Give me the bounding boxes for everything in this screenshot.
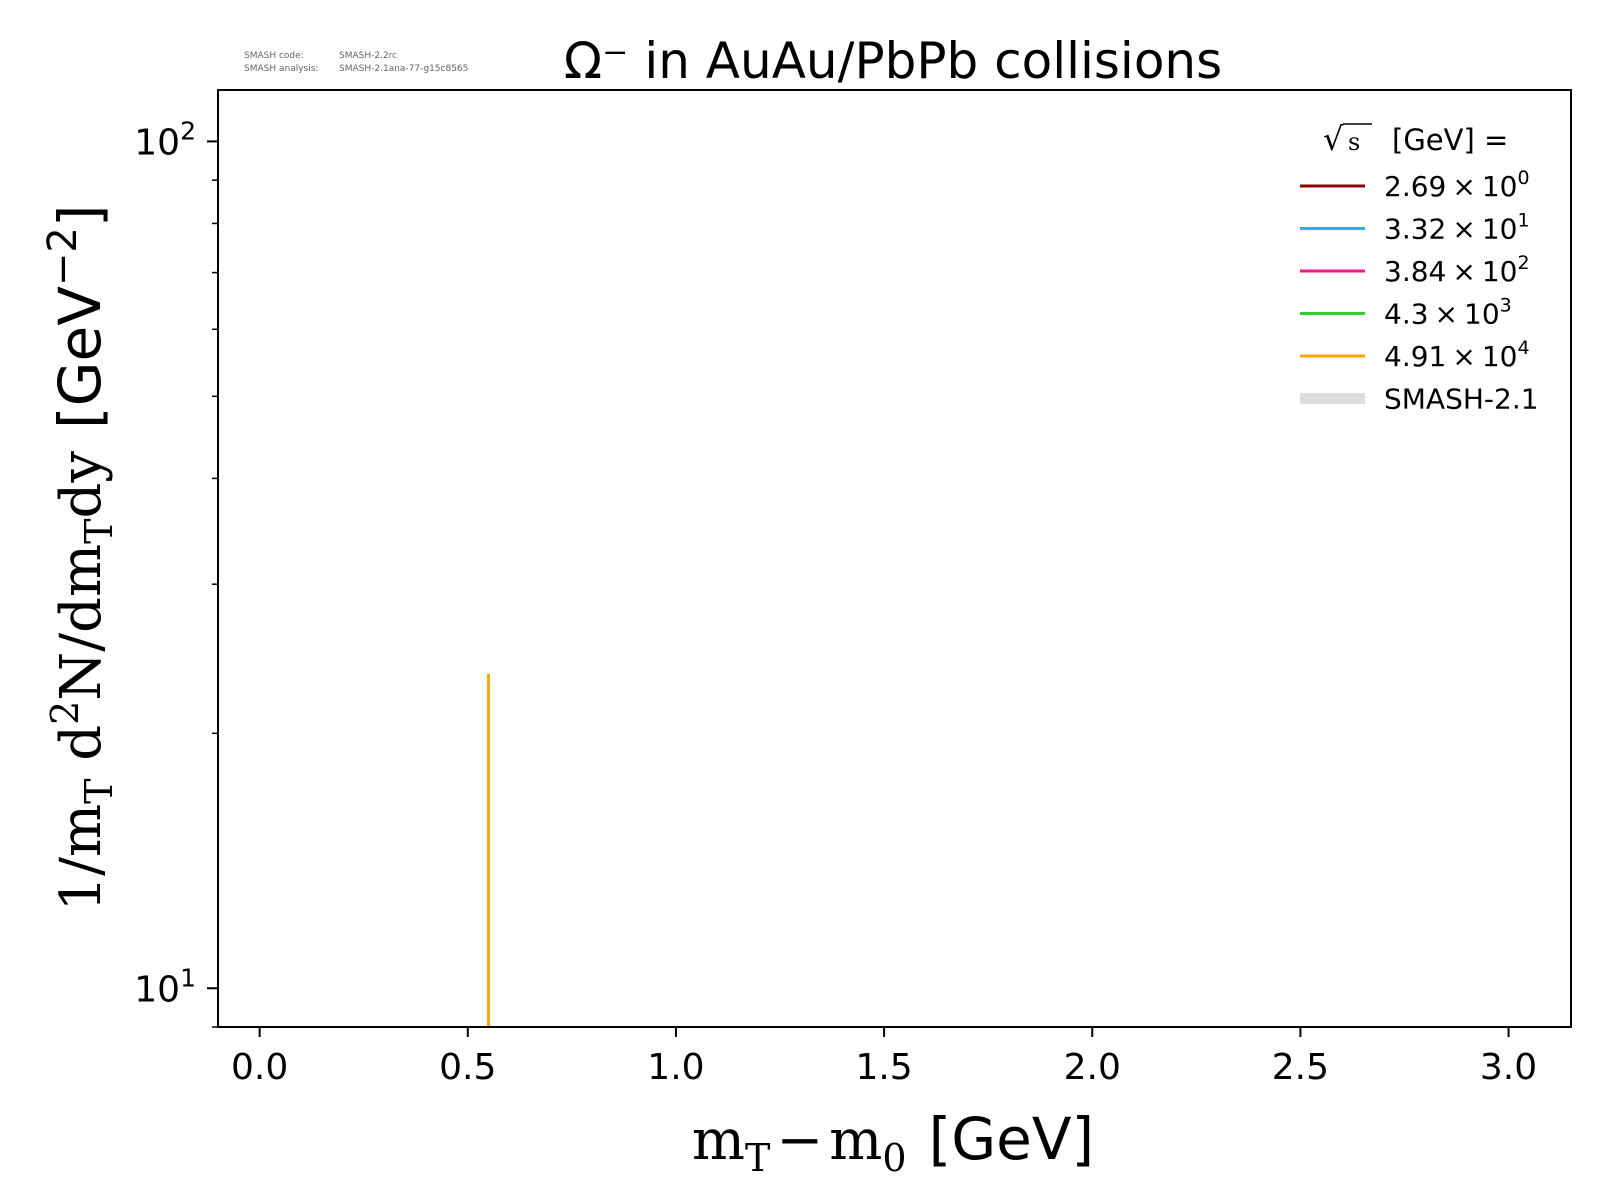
- legend-base: 10: [1482, 213, 1518, 246]
- x-axis-label: mT − m0 [GeV]: [692, 1105, 1094, 1180]
- y-axis-label: 1/mT d2N/dmTdy[GeV−2]: [40, 204, 121, 911]
- x-label-minus: −: [776, 1108, 823, 1173]
- y-label-sub1: T: [77, 779, 121, 804]
- version-analysis-label: SMASH analysis:: [244, 64, 318, 74]
- legend-title: √ s [GeV] =: [1323, 120, 1508, 158]
- legend-base: 10: [1482, 255, 1518, 288]
- x-label-m0: m: [829, 1108, 882, 1173]
- legend-mantissa: 4.3: [1384, 298, 1429, 331]
- legend-base: 10: [1482, 340, 1518, 373]
- x-tick-label: 0.0: [231, 1047, 288, 1088]
- y-label-end: dy: [49, 451, 114, 519]
- x-tick-label: 2.0: [1064, 1047, 1121, 1088]
- legend-mantissa: 4.91: [1384, 340, 1446, 373]
- version-code-label: SMASH code:: [244, 51, 304, 61]
- x-label-unit: [GeV]: [929, 1105, 1095, 1173]
- x-tick-label: 1.5: [855, 1047, 912, 1088]
- y-label-sup: 2: [43, 701, 87, 725]
- y-tick-exp: 2: [180, 116, 196, 145]
- legend-exp: 3: [1500, 295, 1512, 317]
- legend-entry-label: 4.3 × 103: [1384, 295, 1512, 331]
- y-label-mid: d: [49, 725, 114, 779]
- x-label-sub: T: [745, 1136, 770, 1180]
- legend-s: s: [1348, 128, 1360, 156]
- y-label-unit-sup: −2: [40, 227, 86, 286]
- y-tick-exp: 1: [180, 963, 196, 992]
- legend-mantissa: 2.69: [1384, 170, 1446, 203]
- legend-exp: 4: [1517, 337, 1529, 359]
- legend-title-text: [GeV] =: [1392, 123, 1508, 157]
- version-stamp: SMASH code: SMASH-2.2rc SMASH analysis: …: [244, 51, 468, 74]
- y-tick-base: 10: [134, 122, 180, 163]
- y-label-sub2: T: [77, 519, 121, 544]
- legend-times: ×: [1452, 340, 1475, 373]
- legend-exp: 1: [1517, 210, 1529, 232]
- x-tick-label: 0.5: [439, 1047, 496, 1088]
- axes-frame: [217, 89, 1572, 1028]
- legend-times: ×: [1452, 213, 1475, 246]
- legend-times: ×: [1435, 298, 1458, 331]
- y-tick-label: 102: [134, 116, 196, 163]
- x-label-m: m: [692, 1108, 745, 1173]
- y-label-mid2: N/dm: [49, 544, 114, 701]
- y-label-unit-close: ]: [46, 204, 114, 227]
- y-label-unit-open: [GeV: [46, 286, 114, 429]
- x-tick-label: 2.5: [1272, 1047, 1329, 1088]
- legend-entry-label: 4.91 × 104: [1384, 337, 1530, 373]
- x-label-sub0: 0: [882, 1136, 906, 1180]
- legend-base: 10: [1464, 298, 1500, 331]
- legend-mantissa: 3.32: [1384, 213, 1446, 246]
- legend-exp: 0: [1517, 167, 1529, 189]
- x-tick-label: 1.0: [647, 1047, 704, 1088]
- legend-entry-label: 2.69 × 100: [1384, 167, 1530, 203]
- x-tick-label: 3.0: [1480, 1047, 1537, 1088]
- legend-times: ×: [1452, 255, 1475, 288]
- y-label-prefix: 1/m: [49, 804, 114, 912]
- legend-times: ×: [1452, 170, 1475, 203]
- legend-entry-label: 3.32 × 101: [1384, 210, 1530, 246]
- y-tick-base: 10: [134, 969, 180, 1010]
- chart-title: Ω⁻ in AuAu/PbPb collisions: [564, 32, 1222, 90]
- legend-model-label: SMASH-2.1: [1384, 383, 1539, 416]
- legend-mantissa: 3.84: [1384, 255, 1446, 288]
- legend-entry-label: 3.84 × 102: [1384, 252, 1530, 288]
- legend-exp: 2: [1517, 252, 1529, 274]
- y-tick-label: 101: [134, 963, 196, 1010]
- legend-sqrt: √: [1323, 120, 1344, 158]
- version-analysis-value: SMASH-2.1ana-77-g15c8565: [339, 64, 468, 74]
- x-axis: 0.0 0.5 1.0 1.5 2.0 2.5 3.0: [231, 1027, 1537, 1088]
- version-code-value: SMASH-2.2rc: [339, 51, 397, 61]
- legend-base: 10: [1482, 170, 1518, 203]
